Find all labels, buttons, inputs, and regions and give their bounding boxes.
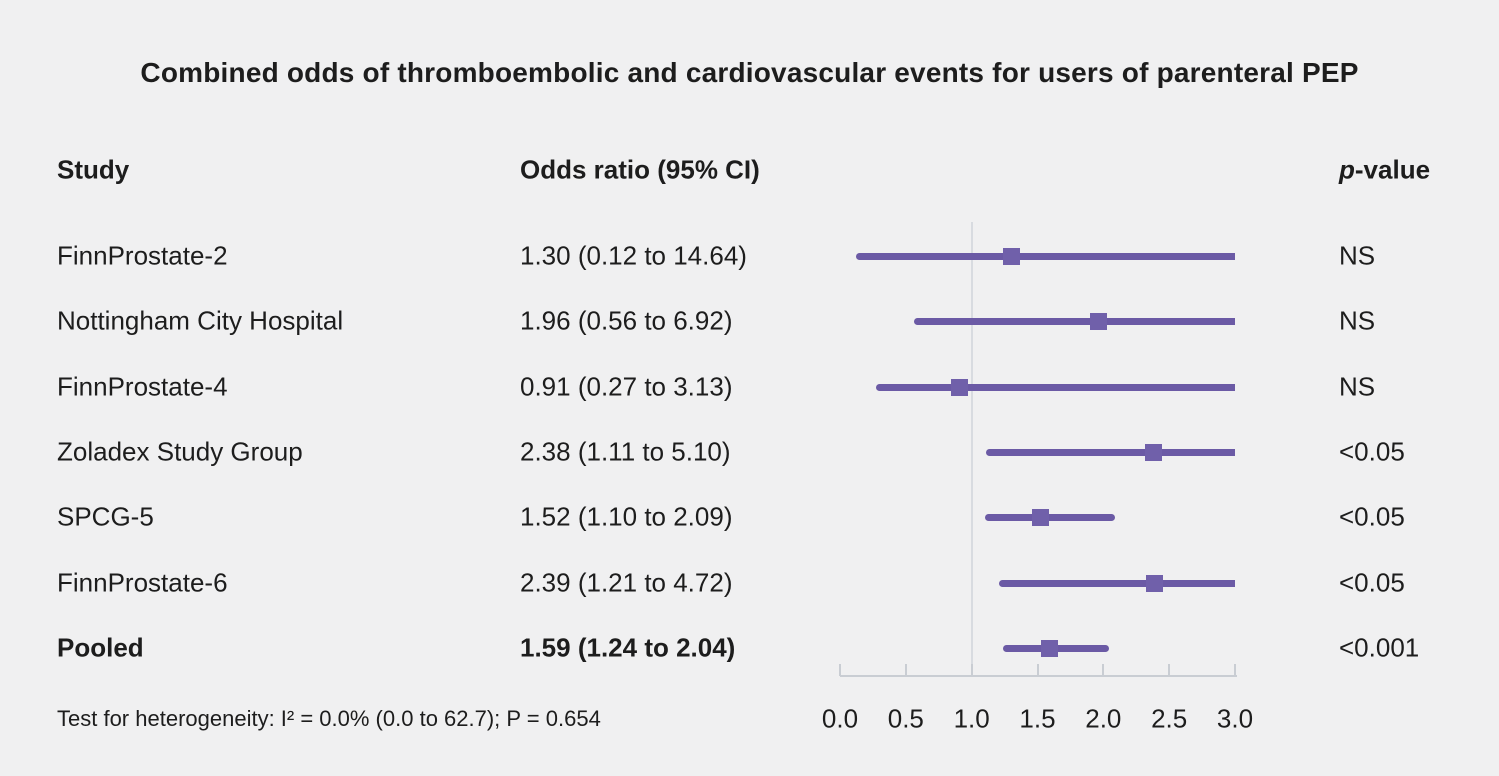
x-axis-tick (1168, 664, 1171, 676)
heterogeneity-footnote: Test for heterogeneity: I² = 0.0% (0.0 t… (57, 706, 601, 731)
confidence-interval-line (855, 252, 1235, 260)
p-value-label: <0.05 (1339, 501, 1405, 532)
odds-ratio-label: 1.59 (1.24 to 2.04) (520, 632, 736, 663)
odds-ratio-marker (1089, 312, 1107, 330)
x-axis-tick-label: 3.0 (1216, 703, 1254, 734)
chart-title: Combined odds of thromboembolic and card… (140, 57, 1359, 88)
p-value-label: NS (1339, 305, 1376, 336)
study-label: FinnProstate-6 (57, 567, 228, 598)
p-value-label: NS (1339, 371, 1376, 402)
study-label: FinnProstate-4 (57, 371, 228, 402)
odds-ratio-label: 0.91 (0.27 to 3.13) (520, 371, 733, 402)
confidence-interval-line (984, 513, 1116, 521)
x-axis-tick-label: 1.0 (953, 703, 990, 734)
x-axis-tick (970, 664, 973, 676)
x-axis-tick-label: 2.0 (1085, 703, 1122, 734)
odds-ratio-marker (1144, 443, 1162, 461)
x-axis-tick (1102, 664, 1105, 676)
study-label: Pooled (57, 632, 144, 663)
odds-ratio-marker (951, 378, 969, 396)
p-value-label: <0.05 (1339, 436, 1405, 467)
pvalue-header-rest: -value (1354, 154, 1431, 185)
confidence-interval-line (875, 383, 1235, 391)
odds-ratio-marker (1031, 508, 1049, 526)
x-axis-tick (904, 664, 907, 676)
reference-line (970, 222, 973, 676)
study-label: FinnProstate-2 (57, 240, 228, 271)
x-axis-tick-label: 0.0 (821, 703, 859, 734)
x-axis-line (840, 675, 1237, 677)
study-label: Zoladex Study Group (57, 436, 303, 467)
column-header-odds-ratio: Odds ratio (95% CI) (520, 154, 760, 185)
x-axis-tick (1234, 664, 1236, 676)
p-value-label: NS (1339, 240, 1376, 271)
column-header-pvalue: p-value (1339, 155, 1430, 186)
x-axis-tick (839, 664, 841, 676)
p-value-label: <0.05 (1339, 567, 1405, 598)
odds-ratio-label: 2.38 (1.11 to 5.10) (520, 436, 731, 467)
odds-ratio-marker (1040, 639, 1058, 657)
x-axis-tick-label: 1.5 (1019, 703, 1056, 734)
odds-ratio-marker (1002, 247, 1020, 265)
p-value-label: <0.001 (1339, 632, 1420, 663)
study-label: SPCG-5 (57, 501, 154, 532)
odds-ratio-marker (1146, 574, 1164, 592)
column-header-study: Study (57, 154, 130, 185)
odds-ratio-label: 2.39 (1.21 to 4.72) (520, 567, 733, 598)
confidence-interval-line (999, 579, 1235, 587)
x-axis-tick (1036, 664, 1039, 676)
study-label: Nottingham City Hospital (57, 305, 344, 336)
x-axis-tick-label: 2.5 (1151, 703, 1188, 734)
odds-ratio-label: 1.52 (1.10 to 2.09) (520, 501, 733, 532)
confidence-interval-line (986, 448, 1235, 456)
pvalue-italic-p: p (1339, 154, 1355, 185)
x-axis-tick-label: 0.5 (887, 703, 924, 734)
odds-ratio-label: 1.96 (0.56 to 6.92) (520, 305, 733, 336)
odds-ratio-label: 1.30 (0.12 to 14.64) (520, 240, 747, 271)
confidence-interval-line (913, 317, 1235, 325)
